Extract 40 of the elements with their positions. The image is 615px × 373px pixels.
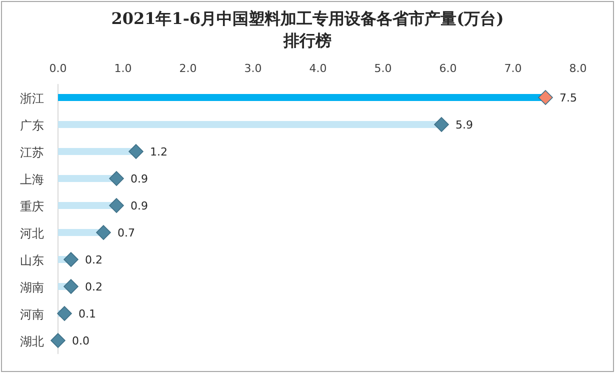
y-tick-label: 河北 bbox=[20, 226, 44, 240]
data-label: 0.2 bbox=[85, 280, 102, 294]
point bbox=[109, 198, 124, 213]
x-tick-label: 8.0 bbox=[569, 62, 587, 75]
y-tick-label: 浙江 bbox=[20, 92, 44, 106]
x-tick-label: 4.0 bbox=[309, 62, 327, 75]
x-tick-label: 5.0 bbox=[374, 62, 392, 75]
point bbox=[57, 306, 72, 321]
y-tick-label: 江苏 bbox=[20, 146, 44, 160]
data-label: 1.2 bbox=[150, 146, 168, 158]
x-tick-label: 6.0 bbox=[439, 62, 457, 75]
y-tick-label: 山东 bbox=[20, 254, 44, 268]
point bbox=[434, 117, 449, 132]
data-label: 7.5 bbox=[560, 92, 577, 104]
y-tick-label: 重庆 bbox=[20, 200, 44, 214]
y-tick-label: 广东 bbox=[20, 118, 44, 132]
data-label: 0.7 bbox=[118, 226, 135, 240]
x-tick-label: 3.0 bbox=[244, 62, 262, 75]
point bbox=[64, 279, 78, 294]
y-tick-label: 上海 bbox=[20, 172, 44, 186]
data-label: 0.0 bbox=[72, 334, 90, 348]
point bbox=[538, 90, 553, 105]
point bbox=[64, 252, 78, 267]
data-label: 0.2 bbox=[85, 254, 102, 266]
y-tick-label: 河南 bbox=[20, 308, 44, 322]
x-tick-label: 0.0 bbox=[49, 62, 67, 75]
data-label: 5.9 bbox=[456, 118, 473, 132]
point bbox=[96, 225, 111, 240]
point bbox=[128, 144, 144, 159]
y-tick-label: 湖南 bbox=[20, 280, 44, 294]
point bbox=[50, 333, 66, 348]
title: 2021年1-6月中国塑料加工专用设备各省市产量(万台) 排行榜 bbox=[111, 9, 504, 50]
x-tick-label: 2.0 bbox=[179, 62, 197, 75]
point bbox=[109, 171, 124, 186]
data-label: 0.9 bbox=[130, 200, 148, 212]
data-label: 0.1 bbox=[78, 308, 96, 320]
data-label: 0.9 bbox=[130, 172, 148, 186]
x-tick-label: 7.0 bbox=[504, 62, 522, 75]
x-tick-label: 1.0 bbox=[114, 62, 132, 75]
y-tick-label: 湖北 bbox=[20, 334, 44, 348]
